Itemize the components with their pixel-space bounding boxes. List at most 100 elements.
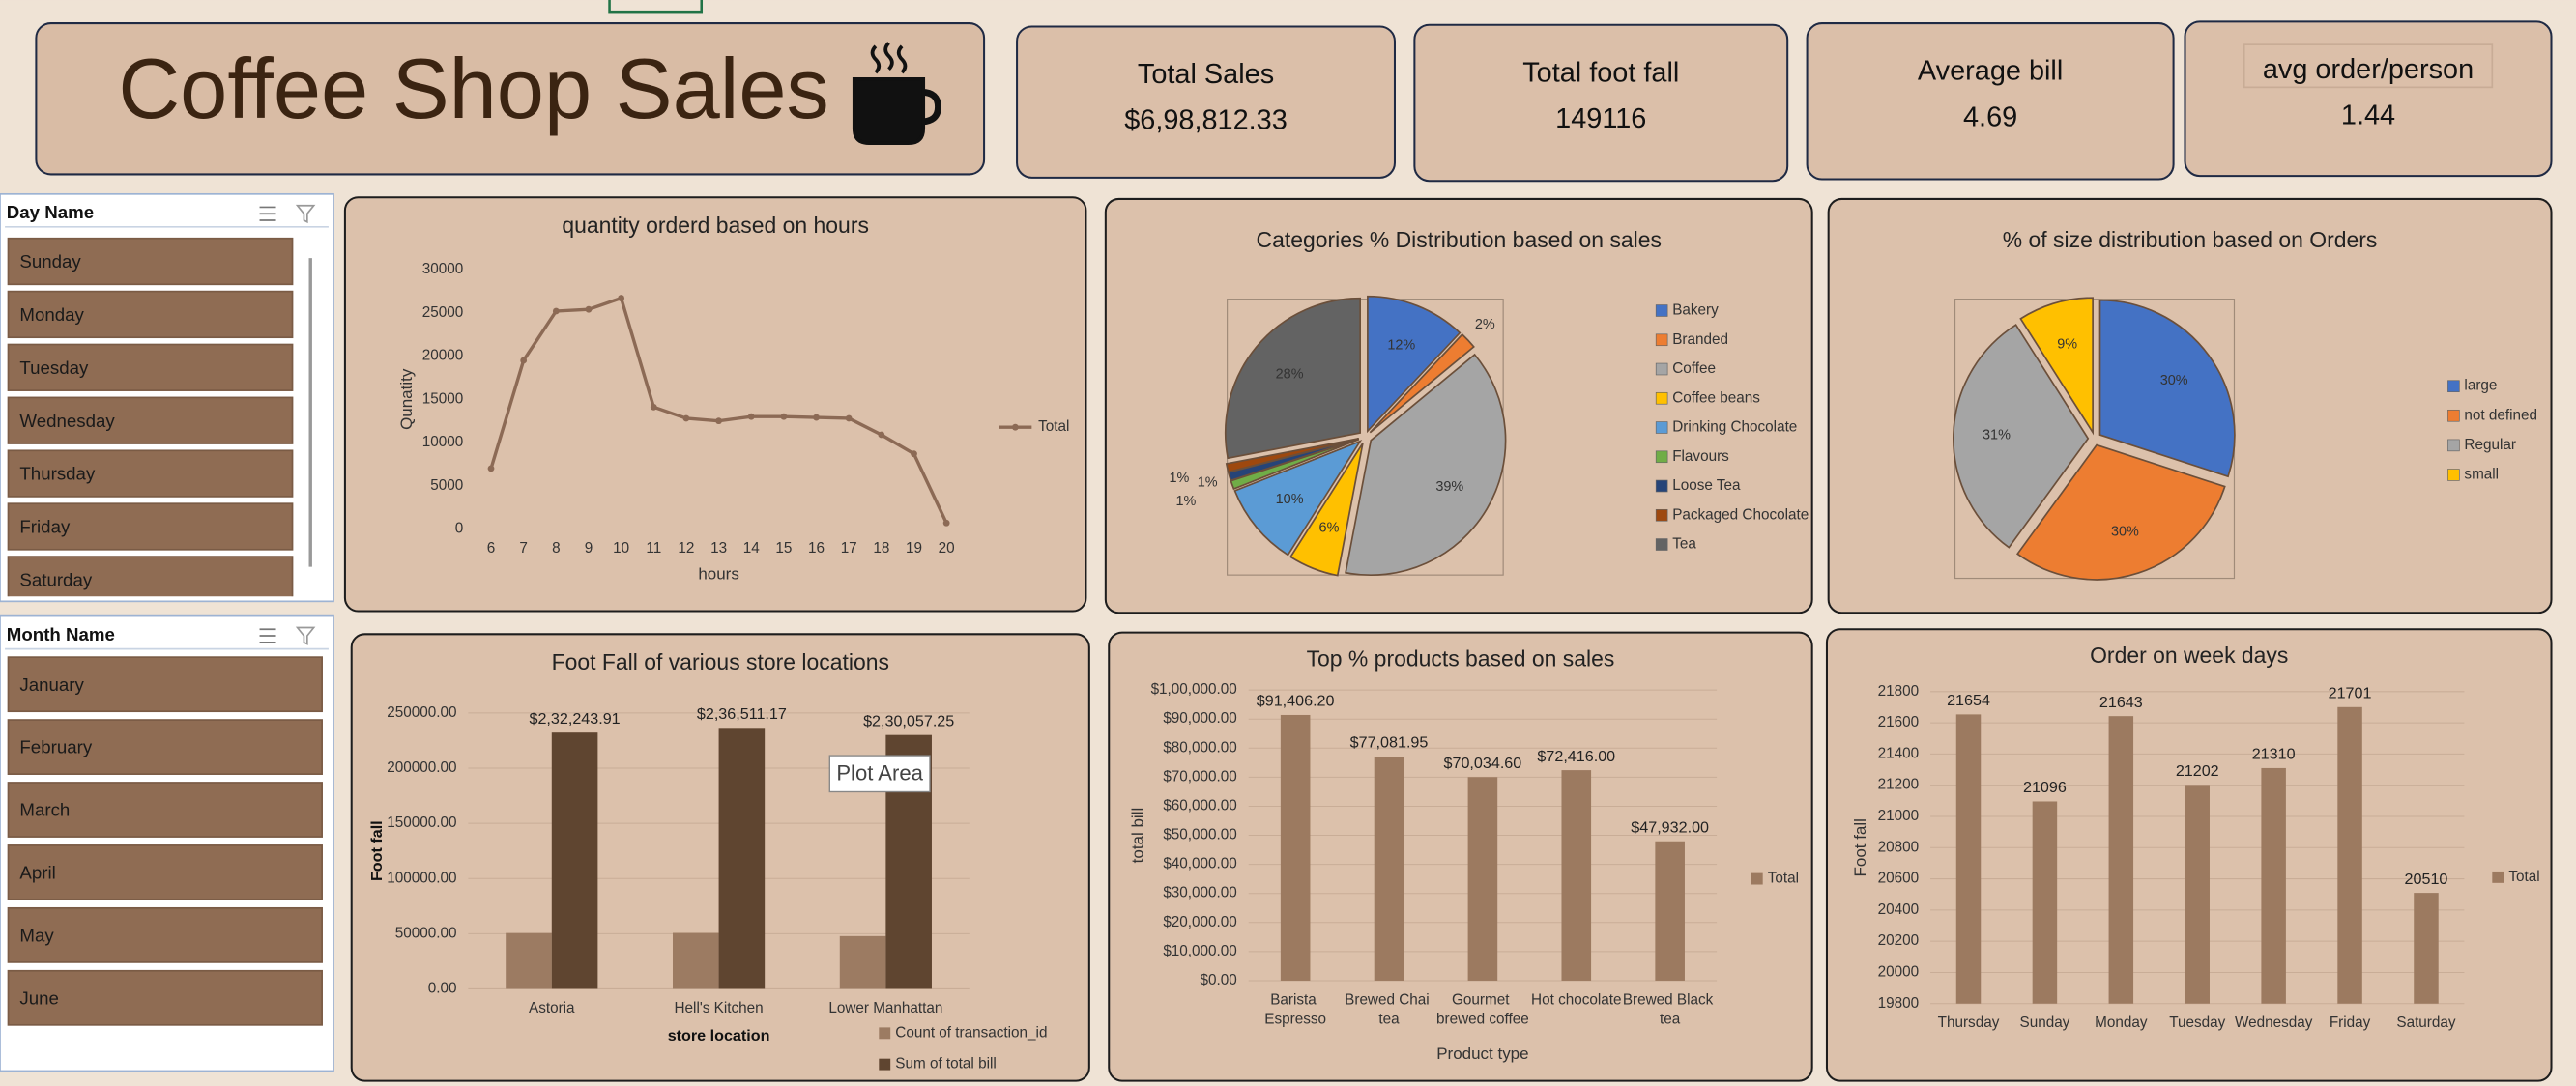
line-marker [715,417,722,425]
line-marker [813,414,820,421]
clear-filter-icon[interactable] [295,204,316,224]
legend-swatch [1655,450,1668,464]
x-tick-label: 16 [808,540,825,557]
pie-label: 30% [2111,524,2139,539]
line-marker [552,307,560,315]
kpi-value: $6,98,812.33 [1124,105,1288,136]
pie-slice [2098,299,2236,478]
legend-label: Flavours [1672,448,1729,465]
data-label: 21701 [2329,684,2372,701]
chart: Order on week days 19800 20000 20200 20400 20… [1825,628,2553,1082]
y-tick-label: 200000.00 [387,759,456,776]
slicer-title: Day Name [7,202,94,222]
kpi-label: Total foot fall [1522,57,1679,88]
kpi-card [1413,23,1789,183]
slicer-item[interactable]: March [7,782,323,838]
slicer-item[interactable]: Saturday [7,556,294,603]
pie-slice [1345,353,1507,577]
slicer-item-label[interactable]: Sunday [19,251,81,272]
slicer-item-button[interactable] [7,782,323,838]
slicer-item-button[interactable] [7,906,323,963]
slicer-item-label[interactable]: Friday [19,517,71,537]
x-axis-label: store location [668,1027,770,1044]
pie-label: 2% [1475,317,1495,332]
x-tick-label: Brewed Black tea [1623,991,1718,1027]
slicer-item-button[interactable] [7,969,323,1026]
slicer-item-label[interactable]: Thursday [19,464,96,484]
x-tick-label: 12 [678,540,694,557]
slicer-item-label[interactable]: Wednesday [19,411,115,431]
slicer-item-button[interactable] [7,396,294,444]
chart: Categories % Distribution based on sales… [1104,197,1813,614]
slicer-item-button[interactable] [7,719,323,775]
x-tick-label: 19 [906,540,922,557]
line-marker [747,413,755,420]
x-tick-label: Lower Manhattan [828,1000,942,1016]
legend-label: Total [1038,418,1069,435]
bar [1955,714,1982,1004]
slicer-item-label[interactable]: June [19,987,59,1008]
slicer-item-label[interactable]: April [19,863,55,883]
slicer-item-label[interactable]: Saturday [19,570,92,590]
x-tick-label: Hell's Kitchen [675,1000,764,1016]
pie-slice [1225,438,1359,473]
y-tick-label: 21600 [1878,714,1920,730]
slicer-item[interactable]: Sunday [7,237,294,286]
legend-label: Total [1768,871,1799,887]
slicer-item[interactable]: June [7,969,323,1026]
pie-label: 28% [1276,366,1304,382]
slicer-item-label[interactable]: Monday [19,304,84,325]
slicer-item[interactable]: January [7,656,323,713]
slicer-item[interactable]: Monday [7,290,294,339]
kpi-value: 1.44 [2341,100,2395,131]
legend-label: Bakery [1672,302,1719,319]
legend-label: Coffee [1672,360,1716,377]
coffee-icon [852,42,941,146]
legend-label: not defined [2464,407,2537,423]
multi-select-icon[interactable] [259,206,276,221]
slicer-item[interactable]: Thursday [7,449,294,498]
slicer-item[interactable]: April [7,844,323,900]
slicer-item-button[interactable] [7,290,294,339]
slicer-item[interactable]: February [7,719,323,775]
slicer-item-label[interactable]: Tuesday [19,357,89,378]
x-tick-label: 8 [552,540,561,557]
slicer-item[interactable]: Tuesday [7,343,294,391]
slicer-item-button[interactable] [7,237,294,286]
pie-label: 10% [1276,492,1304,507]
multi-select-icon[interactable] [259,628,276,643]
chart-title: % of size distribution based on Orders [2003,227,2378,252]
bar [672,932,719,989]
slicer-item-button[interactable] [7,502,294,551]
slicer-item[interactable]: May [7,906,323,963]
y-tick-label: 15000 [422,390,463,407]
y-tick-label: $80,000.00 [1163,739,1236,756]
legend-label: large [2464,378,2497,394]
data-label: $91,406.20 [1257,693,1335,710]
kpi-label: Average bill [1918,56,2063,87]
slicer-item-button[interactable] [7,656,323,713]
legend-swatch [1751,872,1763,885]
slicer-item-button[interactable] [7,844,323,900]
y-tick-label: $90,000.00 [1163,710,1236,727]
data-label: $72,416.00 [1537,748,1615,765]
slicer-item-button[interactable] [7,343,294,391]
line-marker [878,431,885,439]
y-tick-label: 50000.00 [395,925,457,941]
legend-label: Total [2508,869,2539,885]
slicer-item-label[interactable]: January [19,674,84,695]
slicer-item-label[interactable]: March [19,800,70,820]
slicer-item-button[interactable] [7,449,294,498]
slicer-item[interactable]: Wednesday [7,396,294,444]
bar [2337,706,2362,1004]
slicer-item-label[interactable]: May [19,926,54,946]
y-tick-label: $60,000.00 [1163,797,1236,814]
clear-filter-icon[interactable] [295,626,316,645]
data-label: $70,034.60 [1444,755,1522,772]
slicer-item-label[interactable]: February [19,737,92,757]
slicer-item-button[interactable] [7,556,294,603]
slicer-item[interactable]: Friday [7,502,294,551]
legend-swatch [1655,304,1668,317]
y-axis-label: Qunatity [397,368,416,430]
y-axis-label: Foot fall [368,820,386,881]
